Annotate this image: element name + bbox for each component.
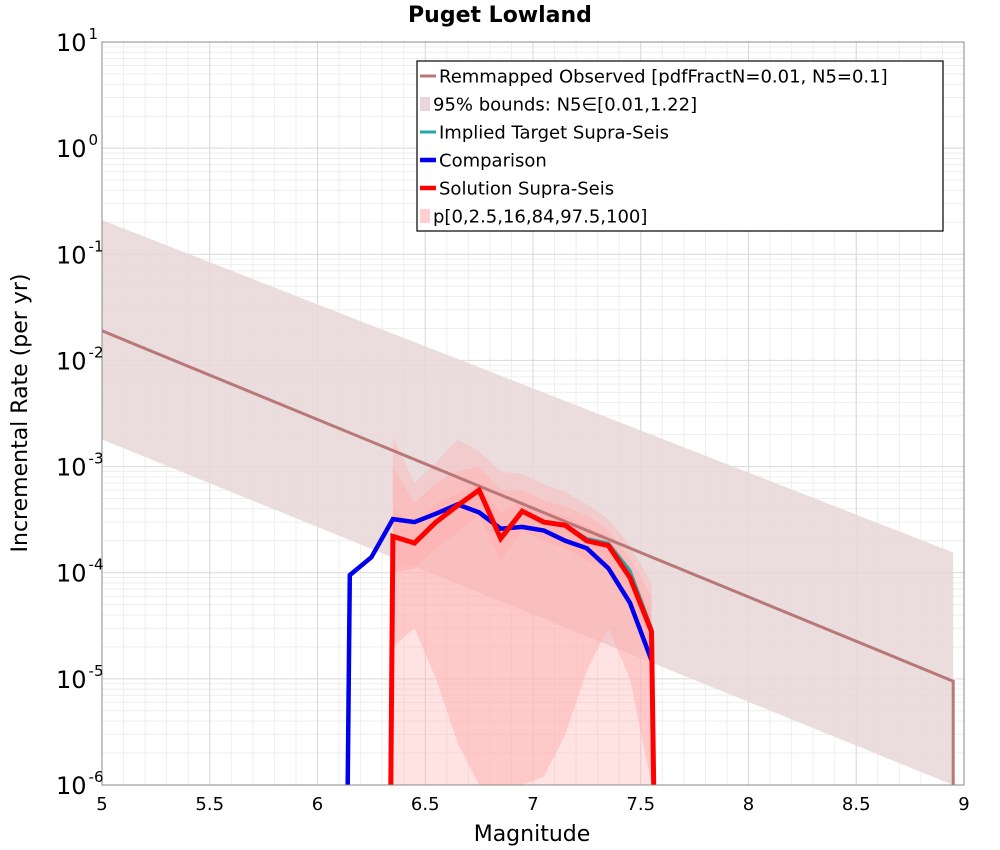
x-tick-label: 6 bbox=[312, 794, 323, 815]
x-tick-label: 8 bbox=[743, 794, 754, 815]
legend-box bbox=[416, 60, 944, 232]
legend-swatch bbox=[420, 209, 430, 223]
legend-label: 95% bounds: N5∈[0.01,1.22] bbox=[433, 95, 697, 116]
legend-swatch bbox=[420, 97, 430, 111]
y-tick-label: 10 -4 bbox=[56, 556, 104, 588]
legend-label: Comparison bbox=[439, 151, 547, 172]
bands bbox=[102, 220, 954, 786]
x-axis-label: Magnitude bbox=[474, 822, 591, 847]
chart-title: Puget Lowland bbox=[408, 3, 592, 28]
y-axis-label: Incremental Rate (per yr) bbox=[8, 274, 33, 553]
y-tick-label: 10 -5 bbox=[56, 662, 104, 694]
legend: Remmapped Observed [pdfFractN=0.01, N5=0… bbox=[416, 60, 944, 232]
comparison-line bbox=[345, 501, 654, 786]
y-tick-label: 10 0 bbox=[56, 131, 98, 163]
y-tick-label: 10 1 bbox=[56, 25, 98, 57]
x-tick-label: 5.5 bbox=[195, 794, 224, 815]
y-tick-label: 10 -3 bbox=[56, 450, 104, 482]
solution-line bbox=[388, 486, 657, 786]
x-tick-label: 7.5 bbox=[626, 794, 655, 815]
y-tick-label: 10 -2 bbox=[56, 343, 104, 375]
plot-frame bbox=[101, 41, 965, 786]
x-tick-label: 7 bbox=[527, 794, 538, 815]
observed-line bbox=[101, 329, 955, 785]
legend-label: Remmapped Observed [pdfFractN=0.01, N5=0… bbox=[439, 67, 888, 88]
solution-band-inner bbox=[392, 483, 652, 661]
lines bbox=[101, 329, 955, 786]
legend-label: Solution Supra-Seis bbox=[439, 179, 614, 200]
x-tick-label: 8.5 bbox=[842, 794, 871, 815]
x-tick-label: 5 bbox=[96, 794, 107, 815]
y-tick-label: 10 -6 bbox=[56, 768, 104, 800]
x-tick-label: 9 bbox=[958, 794, 969, 815]
x-tick-label: 6.5 bbox=[411, 794, 440, 815]
y-tick-label: 10 -1 bbox=[56, 237, 104, 269]
legend-label: p[0,2.5,16,84,97.5,100] bbox=[433, 207, 647, 228]
legend-label: Implied Target Supra-Seis bbox=[439, 123, 669, 144]
x-tick-labels: 5 5.5 6 6.5 7 7.5 8 8.5 9 bbox=[96, 794, 969, 815]
